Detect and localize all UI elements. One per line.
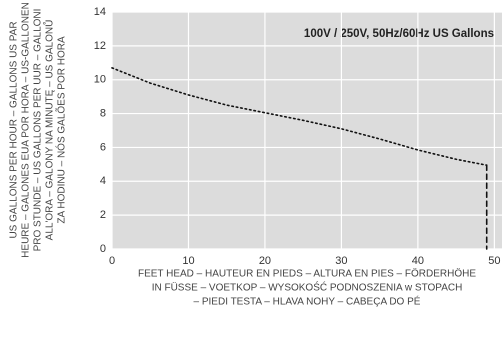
- x-axis-label: IN FÜSSE – VOETKOP – WYSOKOŚĆ PODNOSZENI…: [152, 281, 463, 294]
- x-tick-label: 40: [412, 255, 424, 267]
- y-tick-label: 10: [94, 74, 106, 86]
- y-tick-label: 4: [100, 175, 106, 187]
- y-tick-label: 2: [100, 209, 106, 221]
- y-axis-label-line: ZA HODINU – NÓS GALÕES POR HORA: [55, 36, 68, 224]
- data-line: [111, 67, 488, 167]
- y-tick-label: 0: [100, 243, 106, 255]
- y-axis-label-line: US GALLONS PER HOUR – GALLONS US PAR: [9, 21, 20, 238]
- y-tick-label: 12: [94, 40, 106, 52]
- y-tick-label: 6: [100, 141, 106, 153]
- y-tick-label: 8: [100, 107, 106, 119]
- x-tick-label: 30: [335, 255, 347, 267]
- x-axis-label: – PIEDI TESTA – HLAVA NOHY – CABEÇA DO P…: [194, 295, 421, 308]
- x-tick-label: 10: [182, 255, 194, 267]
- y-tick-label: 14: [94, 6, 106, 18]
- annotation: 100V / 250V, 50Hz/60Hz US Gallons: [304, 28, 494, 40]
- x-tick-label: 50: [488, 255, 500, 267]
- x-tick-label: 20: [259, 255, 271, 267]
- y-axis-label-line: ALL'ORA – GALONY NA MINUTĘ – US GALONŮ: [43, 20, 56, 241]
- plot-area: [112, 12, 502, 249]
- y-axis-label: US GALLONS PER HOUR – GALLONS US PAR HEUR…: [9, 2, 68, 258]
- x-tick-label: 0: [109, 255, 115, 267]
- y-axis-label-line: PRO STUNDE – US GALLONS PER UUR – GALLON…: [33, 9, 44, 252]
- y-axis-label-line: HEURE – GALONES EUA POR HORA – US-GALLON…: [21, 2, 32, 258]
- x-axis-label: FEET HEAD – HAUTEUR EN PIEDS – ALTURA EN…: [138, 268, 476, 280]
